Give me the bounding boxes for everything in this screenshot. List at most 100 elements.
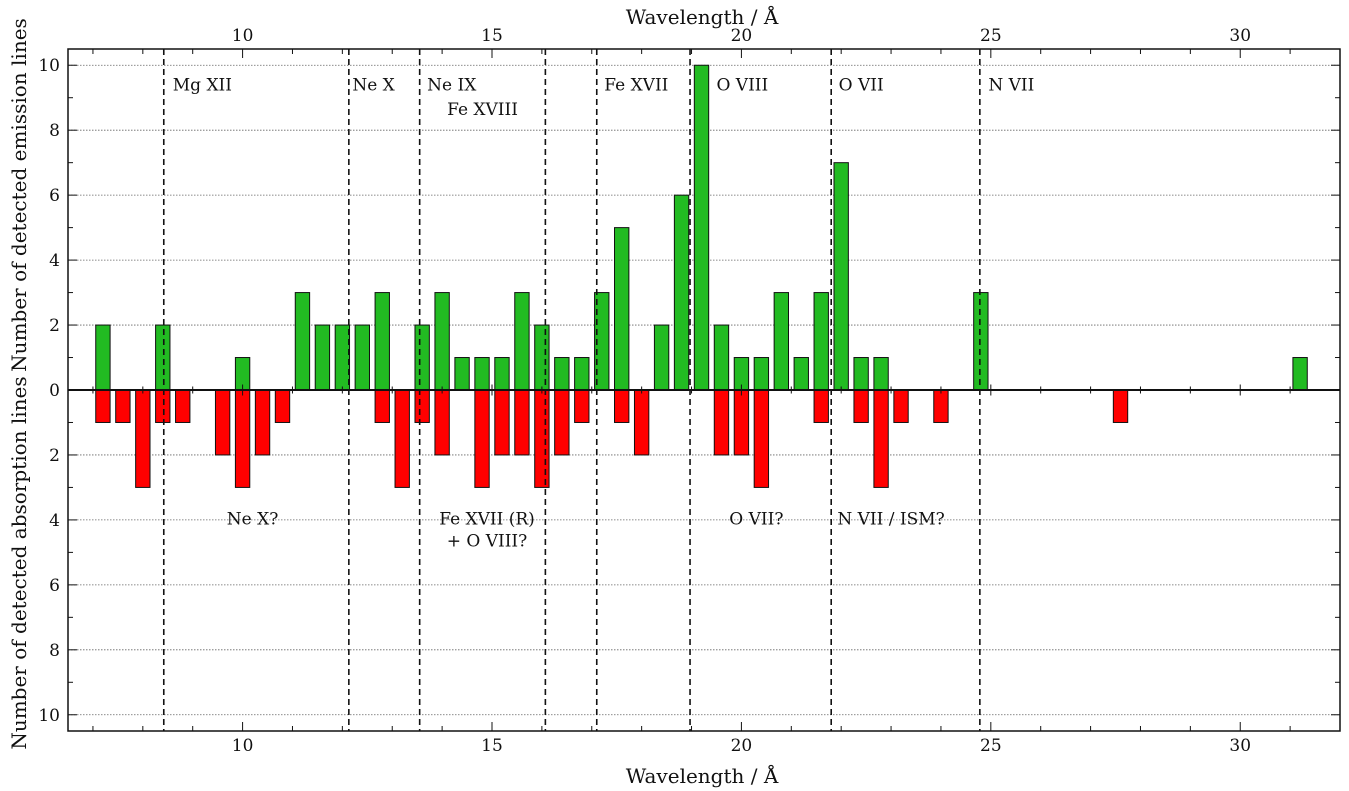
x-tick-label-top: 30 [1229,26,1251,46]
emission-bar [873,357,889,391]
absorption-bar [155,389,171,423]
x-tick-label-bottom: 10 [232,736,254,756]
absorption-bar [713,389,730,456]
emission-bar [534,324,550,391]
absorption-annotation: O VII? [729,509,783,529]
emission-bar [474,357,490,391]
emission-bar [374,292,390,391]
reference-line-label: O VII [839,76,884,96]
bars [95,64,1308,488]
y-tick-label: 2 [49,316,60,336]
y-tick-label: 0 [49,381,60,401]
absorption-bar [135,389,151,488]
absorption-bar [414,389,430,423]
reference-line-label: Fe XVIII [447,100,518,120]
x-tick-label-top: 25 [980,26,1002,46]
x-tick-label-top: 15 [481,26,503,46]
y-tick-label: 10 [38,706,60,726]
y-tick-label: 8 [49,641,60,661]
emission-bar [614,227,630,391]
emission-bar [1292,357,1308,391]
absorption-bar [633,389,650,456]
emission-bar [853,357,869,391]
y-tick-label: 8 [49,121,60,141]
absorption-bar [214,389,231,456]
emission-axis-title: Number of detected emission lines [7,18,31,372]
reference-line-label: O VIII [716,76,768,96]
emission-bar [753,357,770,391]
absorption-bar [394,389,410,488]
emission-bar [673,194,690,391]
reference-line-label: Ne X [352,76,395,96]
emission-bar [155,324,171,391]
absorption-annotation: Fe XVII (R) [439,509,535,529]
x-tick-label-bottom: 20 [731,736,753,756]
y-tick-label: 4 [49,511,60,531]
absorption-bar [873,389,889,488]
emission-bar [554,357,570,391]
emission-bar [813,292,829,391]
y-tick-label: 4 [49,251,60,271]
absorption-bar [614,389,630,423]
emission-bar [454,357,470,391]
absorption-bar [175,389,191,423]
absorption-bar [494,389,510,456]
absorption-bar [254,389,271,456]
absorption-bar [753,389,770,488]
reference-line-label: Ne IX [427,76,477,96]
absorption-bar [1112,389,1129,423]
absorption-bar [893,389,909,423]
emission-bar [713,324,730,391]
emission-bar [773,292,790,391]
absorption-bar [574,389,590,423]
y-tick-label: 6 [49,576,60,596]
top-axis-title: Wavelength / Å [626,4,779,29]
reference-line-label: Fe XVII [604,76,668,96]
absorption-bar [534,389,550,488]
emission-bar [574,357,590,391]
y-tick-label: 10 [38,56,60,76]
x-tick-label-top: 20 [731,26,753,46]
absorption-bar [474,389,490,488]
absorption-annotation: Ne X? [227,509,279,529]
annotations: Mg XII Ne X Ne IX Fe XVIII Fe XVII O VIII O VI… [173,76,1035,552]
reference-line-label: Mg XII [173,76,232,96]
absorption-bar [853,389,869,423]
emission-bar [693,64,710,391]
x-tick-label-bottom: 15 [481,736,503,756]
emission-bar [354,324,370,391]
emission-bar [833,162,849,391]
absorption-bar [234,389,251,488]
emission-bar [793,357,809,391]
absorption-bar [95,389,111,423]
absorption-bar [514,389,530,456]
absorption-bar [434,389,450,456]
emission-bar [294,292,311,391]
emission-bar [434,292,450,391]
emission-bar [95,324,111,391]
absorption-bar [274,389,291,423]
absorption-bar [115,389,131,423]
emission-bar [973,292,989,391]
absorption-bar [813,389,829,423]
emission-bar [494,357,510,391]
emission-bar [414,324,430,391]
x-tick-label-bottom: 30 [1229,736,1251,756]
emission-bar [514,292,530,391]
y-tick-label: 2 [49,446,60,466]
absorption-annotation: + O VIII? [447,531,528,551]
absorption-annotation: N VII / ISM? [837,509,944,529]
bottom-axis-title: Wavelength / Å [626,763,779,788]
absorption-bar [733,389,750,456]
reference-line-label: N VII [988,76,1034,96]
x-tick-label-bottom: 25 [980,736,1002,756]
emission-bar [334,324,351,391]
emission-bar [314,324,331,391]
y-tick-label: 6 [49,186,60,206]
absorption-bar [554,389,570,456]
absorption-bar [374,389,390,423]
absorption-bar [933,389,949,423]
